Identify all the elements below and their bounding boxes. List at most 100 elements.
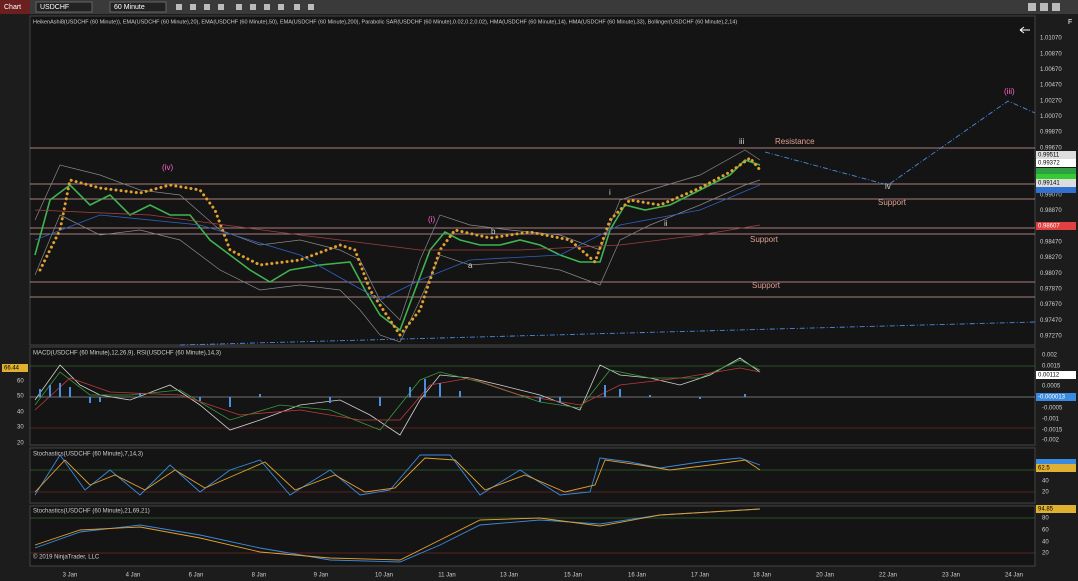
bollinger-lower — [34, 179, 761, 343]
icon[interactable] — [294, 4, 300, 10]
levels — [30, 147, 1035, 298]
macd-axis-label: 0.0005 — [1042, 384, 1061, 390]
macd-axis-label: 0.002 — [1042, 353, 1058, 359]
price-axis-label: 0.97870 — [1040, 286, 1062, 292]
rsi-axis-label: 50 — [17, 394, 24, 400]
price-axis-label: 0.98070 — [1040, 271, 1062, 277]
time-axis-label: 20 Jan — [816, 573, 834, 579]
time-axis-label: 3 Jan — [63, 573, 78, 579]
stoch-axis-label: 80 — [1042, 516, 1049, 522]
price-axis-label: 1.00870 — [1040, 51, 1062, 57]
wave-annotation: Support — [752, 281, 781, 290]
macd-axis-label: -0.002 — [1042, 438, 1060, 444]
wave-annotation: (i) — [428, 215, 435, 224]
stoch-slow-d — [34, 508, 761, 561]
stoch-marker: 62.5 — [1038, 466, 1050, 472]
icon[interactable] — [204, 4, 210, 10]
signal-line — [34, 367, 761, 421]
rsi-line — [34, 357, 761, 436]
price-marker: 0.99141 — [1038, 181, 1060, 187]
price-marker: 0.99372 — [1038, 161, 1060, 167]
window-max[interactable] — [1040, 3, 1048, 11]
wave-annotation: b — [491, 227, 496, 236]
time-axis-label: 10 Jan — [375, 573, 393, 579]
macd-marker-bg — [1036, 393, 1076, 401]
stoch-axis-label: 40 — [1042, 540, 1049, 546]
rsi-axis-label: 30 — [17, 425, 24, 431]
marker-green — [1036, 174, 1076, 179]
stoch-slow-panel — [29, 505, 1036, 567]
icon[interactable] — [250, 4, 256, 10]
time-axis-label: 11 Jan — [438, 573, 456, 579]
icon[interactable] — [278, 4, 284, 10]
interval-select[interactable] — [109, 1, 167, 13]
price-axis-label: 0.99870 — [1040, 130, 1062, 136]
price-axis-label: 0.97270 — [1040, 333, 1062, 339]
back-arrow[interactable] — [1019, 26, 1030, 34]
stoch-slow-k — [34, 508, 761, 563]
stoch-marker-bg — [1036, 464, 1076, 472]
ema-blue — [34, 184, 761, 301]
copyright: © 2019 NinjaTrader, LLC — [33, 554, 100, 561]
wave-annotation: a — [468, 261, 473, 270]
app-label: Chart — [4, 4, 21, 11]
macd-marker: 0.00112 — [1038, 373, 1060, 379]
wave-projection — [764, 100, 1036, 186]
toolbar-icons — [176, 3, 1060, 11]
app-label-bg — [0, 0, 30, 14]
price-axis-label: 0.98270 — [1040, 255, 1062, 261]
time-axis-label: 9 Jan — [314, 573, 329, 579]
macd-axis-label: -0.0005 — [1042, 406, 1063, 412]
window-close[interactable] — [1052, 3, 1060, 11]
window-min[interactable] — [1028, 3, 1036, 11]
stoch-axis-label: 20 — [1042, 490, 1049, 496]
macd-marker: -0.000013 — [1038, 395, 1066, 401]
macd-histogram — [39, 379, 746, 407]
instrument-select[interactable] — [35, 1, 93, 13]
window-button[interactable]: F — [1068, 19, 1072, 26]
price-axis-label: 1.01070 — [1040, 36, 1062, 42]
macd-panel — [29, 346, 1036, 446]
wave-annotation: ii — [664, 219, 668, 228]
icon[interactable] — [176, 4, 182, 10]
wave-annotation: iii — [739, 137, 745, 146]
toolbar — [0, 0, 1078, 14]
rsi-axis-label: 20 — [17, 441, 24, 447]
time-axis-label: 4 Jan — [126, 573, 141, 579]
wave-annotation: (iii) — [1004, 87, 1015, 96]
instrument: USDCHF — [40, 4, 69, 11]
indicator-legend: HeikenAshi8(USDCHF (60 Minute)), EMA(USD… — [33, 19, 737, 25]
wave-annotation: iv — [885, 182, 891, 191]
indicator-legend: Stochastics(USDCHF (60 Minute),7,14,3) — [33, 452, 143, 458]
bollinger-upper — [34, 149, 761, 321]
price-marker: 0.98607 — [1038, 224, 1060, 230]
price-axis-label: 0.97470 — [1040, 318, 1062, 324]
icon[interactable] — [218, 4, 224, 10]
icon[interactable] — [236, 4, 242, 10]
wave-annotation: Support — [878, 198, 907, 207]
macd-marker-bg — [1036, 371, 1076, 379]
price-axis-label: 1.00270 — [1040, 98, 1062, 104]
indicator-legend: Stochastics(USDCHF (60 Minute),21,69,21) — [33, 509, 150, 515]
icon[interactable] — [308, 4, 314, 10]
macd-axis-label: -0.0015 — [1042, 428, 1063, 434]
price-marker-bg — [1036, 179, 1076, 187]
price-axis-label: 0.99670 — [1040, 145, 1062, 151]
price-axis-label: 0.97670 — [1040, 302, 1062, 308]
macd-line — [34, 359, 761, 431]
macd-axis-label: -0.001 — [1042, 417, 1060, 423]
time-axis-label: 23 Jan — [942, 573, 960, 579]
icon[interactable] — [190, 4, 196, 10]
wave-annotation: i — [609, 188, 611, 197]
stoch-fast-d — [34, 457, 761, 493]
price-marker-bg — [1036, 159, 1076, 167]
wave-annotation: Resistance — [775, 137, 815, 146]
marker-blue — [1036, 187, 1076, 193]
price-axis-label: 0.99070 — [1040, 192, 1062, 198]
rsi-marker: 66.44 — [4, 366, 20, 372]
interval: 60 Minute — [114, 4, 145, 11]
icon[interactable] — [264, 4, 270, 10]
time-axis-label: 8 Jan — [252, 573, 267, 579]
macd-axis-label: 0.0015 — [1042, 364, 1061, 370]
